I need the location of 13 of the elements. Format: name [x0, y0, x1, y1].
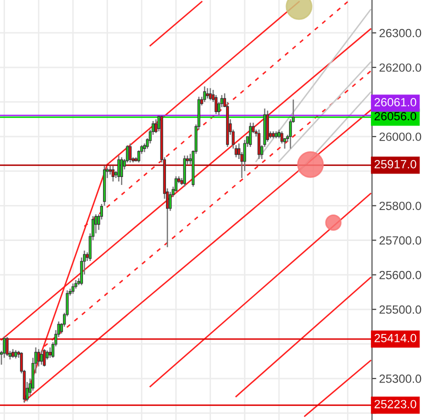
y-tick-label: 26000.0 [380, 132, 422, 141]
y-tick-label: 26300.0 [380, 28, 422, 38]
ref-line-label: 25917.0 [374, 160, 416, 168]
y-tick-label: 25300.0 [380, 374, 422, 383]
y-tick-label: 25800.0 [380, 202, 422, 210]
ref-line-label: 26061.0 [374, 98, 416, 106]
ref-line-label: 25223.0 [374, 400, 416, 408]
y-tick-label: 25500.0 [380, 305, 422, 314]
y-tick-label: 26200.0 [380, 63, 422, 72]
y-tick-label: 25600.0 [380, 270, 422, 280]
ref-line-label: 26056.0 [374, 112, 416, 120]
y-tick-label: 25700.0 [380, 236, 422, 245]
ref-line-label: 25414.0 [374, 334, 416, 342]
